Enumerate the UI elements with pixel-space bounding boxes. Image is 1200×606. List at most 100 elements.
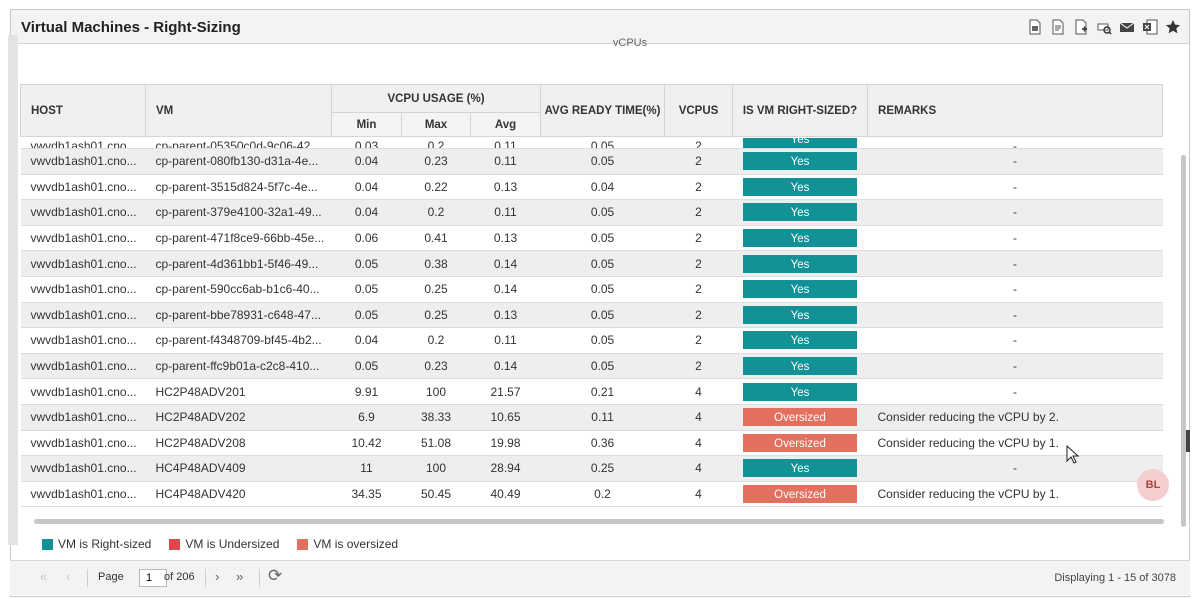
favorite-star-icon[interactable] [1164, 18, 1181, 35]
cell-host: vwvdb1ash01.cno... [20, 455, 146, 482]
export-csv-icon[interactable] [1072, 18, 1089, 35]
table-row[interactable]: vwvdb1ash01.cno... HC2P48ADV208 10.42 51.08… [20, 430, 1163, 457]
table-row[interactable]: vwvdb1ash01.cno... cp-parent-f4348709-bf4… [20, 327, 1163, 354]
cell-avg: 0.13 [470, 225, 541, 252]
cell-host: vwvdb1ash01.cno... [20, 404, 146, 431]
cell-host: vwvdb1ash01.cno... [20, 136, 146, 149]
col-header-vm[interactable]: VM [145, 84, 332, 137]
status-badge: Oversized [743, 408, 858, 427]
cell-max: 0.2 [401, 199, 471, 226]
table-row[interactable]: vwvdb1ash01.cno... cp-parent-ffc9b01a-c2c… [20, 353, 1163, 380]
avatar[interactable]: BL [1137, 469, 1169, 501]
export-pdf-icon[interactable] [1026, 18, 1043, 35]
mouse-cursor-icon [1066, 445, 1080, 464]
table-row[interactable]: vwvdb1ash01.cno... cp-parent-590cc6ab-b1c… [20, 276, 1163, 303]
last-page-icon[interactable]: » [236, 569, 244, 584]
table-row[interactable]: vwvdb1ash01.cno... cp-parent-4d361bb1-5f4… [20, 250, 1163, 277]
col-header-min[interactable]: Min [331, 112, 402, 137]
table-row[interactable]: vwvdb1ash01.cno... HC2P48ADV201 9.91 100 21.… [20, 378, 1163, 405]
left-splitter[interactable] [8, 35, 18, 545]
status-legend: VM is Right-sized VM is Undersized VM is o… [42, 537, 398, 551]
cell-vcpus: 2 [664, 302, 733, 329]
export-excel-icon[interactable] [1141, 18, 1158, 35]
status-badge: Oversized [743, 485, 858, 504]
col-header-vcpu-usage: VCPU USAGE (%) [330, 84, 542, 113]
table-row[interactable]: vwvdb1ash01.cno... cp-parent-379e4100-32a… [20, 199, 1163, 226]
cell-vcpus: 4 [664, 404, 733, 431]
table-row[interactable]: vwvdb1ash01.cno... cp-parent-bbe78931-c64… [20, 302, 1163, 329]
page-label: Page [98, 571, 124, 583]
cell-max: 0.22 [401, 174, 471, 201]
cell-vm: HC2P48ADV202 [145, 404, 332, 431]
prev-page-icon[interactable]: ‹ [66, 569, 71, 584]
cell-vcpus: 2 [664, 353, 733, 380]
cell-remarks: - [867, 378, 1163, 405]
cell-avg: 0.11 [470, 148, 541, 175]
cell-host: vwvdb1ash01.cno... [20, 276, 146, 303]
table-row[interactable]: vwvdb1ash01.cno... cp-parent-080fb130-d31… [20, 148, 1163, 175]
cell-avg: 0.13 [470, 174, 541, 201]
col-header-remarks[interactable]: REMARKS [867, 84, 1164, 137]
table-row[interactable]: vwvdb1ash01.cno... HC2P48ADV202 6.9 38.33 10… [20, 404, 1163, 431]
legend-swatch [169, 538, 181, 550]
cell-ready: 0.21 [540, 378, 665, 405]
col-header-vcpus[interactable]: VCPUS [664, 84, 734, 137]
status-badge: Yes [743, 280, 858, 299]
status-badge: Yes [743, 203, 858, 222]
first-page-icon[interactable]: « [40, 569, 48, 584]
cell-avg: 40.49 [470, 481, 541, 508]
table-row-partial[interactable]: vwvdb1ash01.cno... cp-parent-05350c0d-9c… [20, 136, 1163, 149]
cell-vcpus: 2 [664, 199, 733, 226]
next-page-icon[interactable]: › [215, 569, 220, 584]
cell-vm: cp-parent-471f8ce9-66bb-45e... [145, 225, 332, 252]
col-header-max[interactable]: Max [401, 112, 471, 137]
table-row[interactable]: vwvdb1ash01.cno... HC4P48ADV409 11 100 28.94… [20, 455, 1163, 482]
legend-label: VM is oversized [313, 537, 399, 551]
pager-divider [205, 569, 206, 587]
page-scroll-thumb[interactable] [1186, 430, 1190, 452]
cell-min: 10.42 [331, 430, 402, 457]
status-badge: Yes [743, 229, 858, 248]
cell-min: 0.04 [331, 174, 402, 201]
cell-vm: cp-parent-080fb130-d31a-4e... [145, 148, 332, 175]
col-header-avg[interactable]: Avg [469, 112, 542, 137]
col-header-right-sized[interactable]: IS VM RIGHT-SIZED? [732, 84, 869, 137]
cell-ready: 0.05 [540, 276, 665, 303]
cell-vcpus: 4 [664, 455, 733, 482]
horizontal-scrollbar[interactable] [34, 519, 1164, 524]
vertical-scrollbar[interactable] [1181, 155, 1186, 527]
cell-min: 0.04 [331, 199, 402, 226]
cell-avg: 0.11 [470, 327, 541, 354]
legend-item: VM is Undersized [169, 537, 279, 551]
cell-vm: cp-parent-bbe78931-c648-47... [145, 302, 332, 329]
legend-label: VM is Right-sized [58, 537, 152, 551]
vm-table: HOST VM VCPU USAGE (%) AVG READY TIME(%)… [20, 84, 1164, 508]
cell-min: 0.04 [331, 148, 402, 175]
export-doc-icon[interactable] [1049, 18, 1066, 35]
cell-avg: 0.11 [470, 136, 541, 149]
cell-status: Oversized [732, 430, 868, 457]
cell-avg: 0.14 [470, 353, 541, 380]
cell-vcpus: 2 [664, 276, 733, 303]
refresh-icon[interactable]: ⟳ [268, 566, 283, 585]
email-icon[interactable] [1118, 18, 1135, 35]
table-row[interactable]: vwvdb1ash01.cno... HC4P48ADV420 34.35 50.45… [20, 481, 1163, 508]
cell-avg: 19.98 [470, 430, 541, 457]
page-number-input[interactable] [139, 569, 167, 587]
table-row[interactable]: vwvdb1ash01.cno... cp-parent-471f8ce9-66b… [20, 225, 1163, 252]
cell-avg: 0.11 [470, 199, 541, 226]
print-preview-icon[interactable] [1095, 18, 1112, 35]
cell-vm: cp-parent-4d361bb1-5f46-49... [145, 250, 332, 277]
col-header-host[interactable]: HOST [20, 84, 146, 137]
cell-max: 0.2 [401, 136, 471, 149]
cell-status: Yes [732, 455, 868, 482]
cell-remarks: - [867, 276, 1163, 303]
cell-host: vwvdb1ash01.cno... [20, 199, 146, 226]
cell-status: Yes [732, 276, 868, 303]
pager-divider [87, 569, 88, 587]
table-row[interactable]: vwvdb1ash01.cno... cp-parent-3515d824-5f7… [20, 174, 1163, 201]
cell-host: vwvdb1ash01.cno... [20, 174, 146, 201]
cell-max: 0.23 [401, 353, 471, 380]
col-header-avg-ready-time[interactable]: AVG READY TIME(%) [540, 84, 666, 137]
cell-vcpus: 2 [664, 225, 733, 252]
